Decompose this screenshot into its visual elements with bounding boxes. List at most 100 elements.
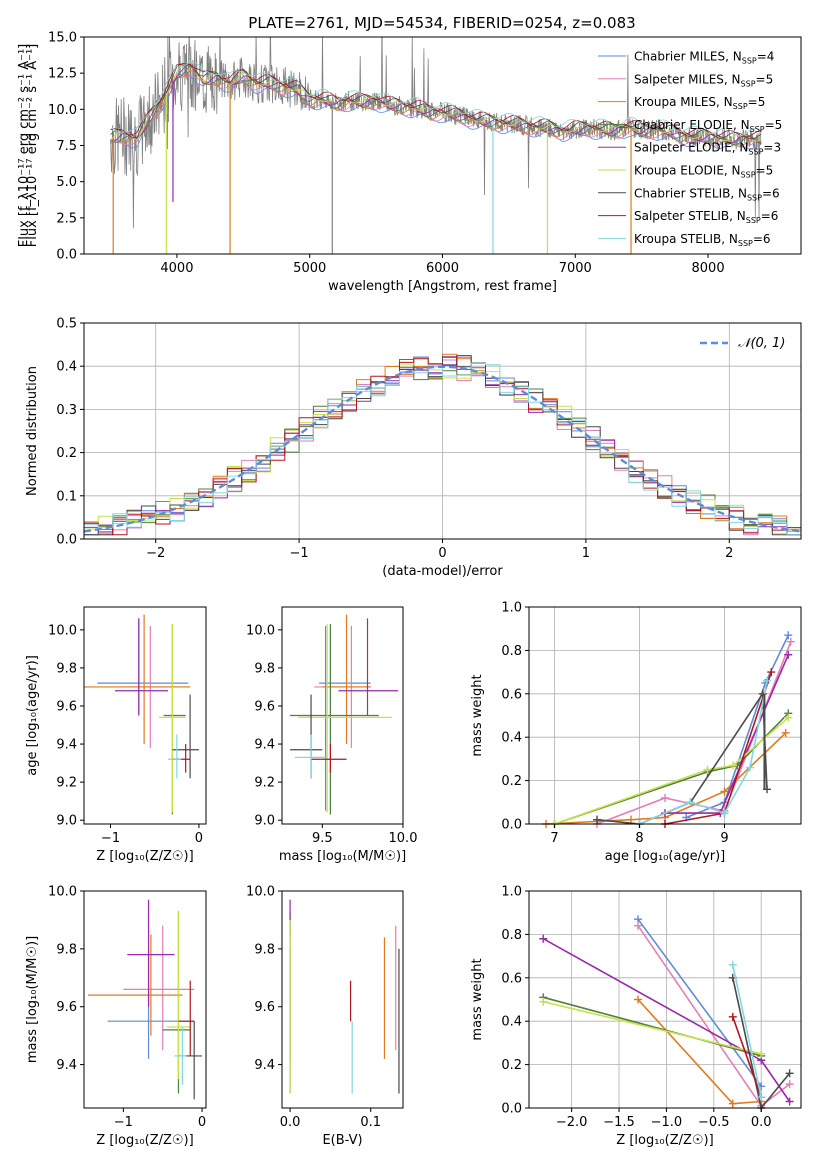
x-tick-label: −1	[290, 546, 309, 561]
y-tick-label: 9.8	[254, 942, 275, 957]
weight-marker	[593, 815, 601, 824]
weight-marker	[539, 997, 548, 1006]
legend-label: Salpeter STELIB, NSSP=6	[634, 209, 778, 225]
y-tick-label: 9.4	[254, 1058, 275, 1073]
legend-tail: =5	[756, 164, 774, 178]
weight-line	[686, 634, 790, 819]
y-tick-label: 0.8	[501, 928, 522, 943]
x-tick-label: 10.0	[389, 831, 418, 846]
plot-layer: 4000 5000 6000 7000 80000.02.55.07.510.012.5…	[17, 31, 802, 1148]
residual-histogram	[84, 355, 801, 536]
residual-plot	[84, 353, 801, 536]
weight-marker	[757, 1093, 766, 1102]
y-tick-label: 0.0	[56, 248, 77, 263]
weight-line	[732, 1016, 762, 1098]
age_vs_mass-xlabel: mass [log₁₀(M/M☉)]	[279, 849, 406, 864]
y-tick-label: 9.4	[254, 738, 275, 753]
y-tick-label: 10.0	[48, 103, 77, 118]
weight-marker	[728, 1012, 737, 1021]
x-tick-label: 2	[725, 546, 733, 561]
y-tick-label: 0.4	[56, 360, 77, 375]
weight-marker	[784, 650, 793, 659]
weight_vs_age-frame	[528, 606, 802, 825]
residuals-ylabel: Normed distribution	[25, 366, 40, 496]
legend-label: Chabrier MILES, NSSP=4	[634, 50, 774, 66]
y-tick-label: 0.2	[501, 774, 522, 789]
legend-subscript: SSP	[750, 125, 765, 134]
weight-marker	[767, 668, 776, 677]
model-spectrum-line	[110, 74, 762, 148]
mass_vs_Z-ylabel: mass [log₁₀(M/M☉)]	[25, 936, 40, 1063]
x-tick-label: 7	[550, 831, 558, 846]
y-tick-label: 9.4	[56, 1058, 77, 1073]
x-tick-label: −1.5	[603, 1115, 635, 1130]
y-tick-label: 0.4	[501, 1015, 522, 1030]
legend-tail: =3	[763, 141, 781, 155]
weight-marker	[763, 676, 771, 685]
legend-subscript: SSP	[742, 57, 757, 66]
y-tick-label: 0.0	[501, 818, 522, 833]
y-tick-label: 9.8	[254, 661, 275, 676]
x-tick-label: 7000	[559, 261, 592, 276]
y-tick-label: 9.8	[56, 661, 77, 676]
y-tick-label: 9.2	[56, 776, 77, 791]
model-spectrum-line	[110, 64, 762, 146]
y-tick-label: 5.0	[56, 175, 77, 190]
y-tick-label: 0.8	[501, 644, 522, 659]
y-tick-label: 9.6	[254, 1000, 275, 1015]
y-tick-label: 1.0	[501, 601, 522, 616]
y-tick-label: 0.6	[501, 687, 522, 702]
weight-marker	[703, 765, 712, 774]
weight-marker	[785, 1080, 794, 1089]
y-tick-label: 0.0	[501, 1102, 522, 1117]
legend-subscript: SSP	[746, 216, 761, 225]
weight-marker	[627, 815, 635, 824]
y-tick-label: 0.6	[501, 971, 522, 986]
x-tick-label: 9	[720, 831, 728, 846]
age_vs_Z-xlabel: Z [log₁₀(Z/Z☉)]	[96, 849, 193, 864]
weight-marker	[720, 809, 729, 818]
y-tick-label: 15.0	[48, 31, 77, 46]
spectrum-plot	[110, 37, 762, 254]
y-tick-label: 9.6	[254, 699, 275, 714]
legend-label: Chabrier ELODIE, NSSP=5	[634, 118, 782, 134]
x-tick-label: −1	[114, 1115, 133, 1130]
y-tick-label: 10.0	[48, 885, 77, 900]
age_vs_mass-frame	[281, 606, 404, 825]
weight-marker	[786, 637, 795, 646]
weight-line	[542, 996, 762, 1057]
weight_vs_Z-axes	[529, 890, 801, 1109]
weight-line	[732, 964, 762, 1098]
x-tick-label: −2	[146, 546, 165, 561]
y-tick-label: 0.4	[501, 731, 522, 746]
x-tick-label: 0.0	[280, 1115, 301, 1130]
weight-marker	[539, 934, 548, 943]
weight-line	[554, 717, 789, 825]
y-tick-label: 1.0	[501, 885, 522, 900]
y-tick-label: 9.0	[56, 814, 77, 829]
legend-subscript: SSP	[733, 102, 748, 111]
x-tick-label: 0.1	[360, 1115, 381, 1130]
legend-subscript: SSP	[738, 239, 753, 248]
legend-tail: =4	[757, 50, 775, 64]
legend-tail: =6	[761, 209, 779, 223]
weight-line	[543, 1000, 762, 1055]
y-tick-label: 2.5	[56, 211, 77, 226]
weight-marker	[728, 960, 737, 969]
legend-label: Kroupa MILES, NSSP=5	[634, 95, 765, 111]
x-tick-label: 0	[198, 1115, 206, 1130]
weight-marker	[720, 787, 729, 796]
x-tick-label: 9.5	[312, 831, 333, 846]
weight_vs_Z-xlabel: Z [log₁₀(Z/Z☉)]	[616, 1133, 713, 1148]
residual-histogram	[84, 362, 801, 536]
legend-tail: =6	[762, 186, 780, 200]
x-tick-label: 8	[635, 831, 643, 846]
weight-marker	[729, 761, 737, 770]
y-tick-label: 9.6	[56, 1000, 77, 1015]
mass_vs_ebv-xlabel: E(B-V)	[322, 1133, 362, 1148]
weight-marker	[785, 1069, 794, 1078]
residuals-xlabel: (data-model)/error	[382, 564, 503, 579]
weight-marker	[784, 713, 793, 722]
legend-tail: =5	[748, 95, 766, 109]
